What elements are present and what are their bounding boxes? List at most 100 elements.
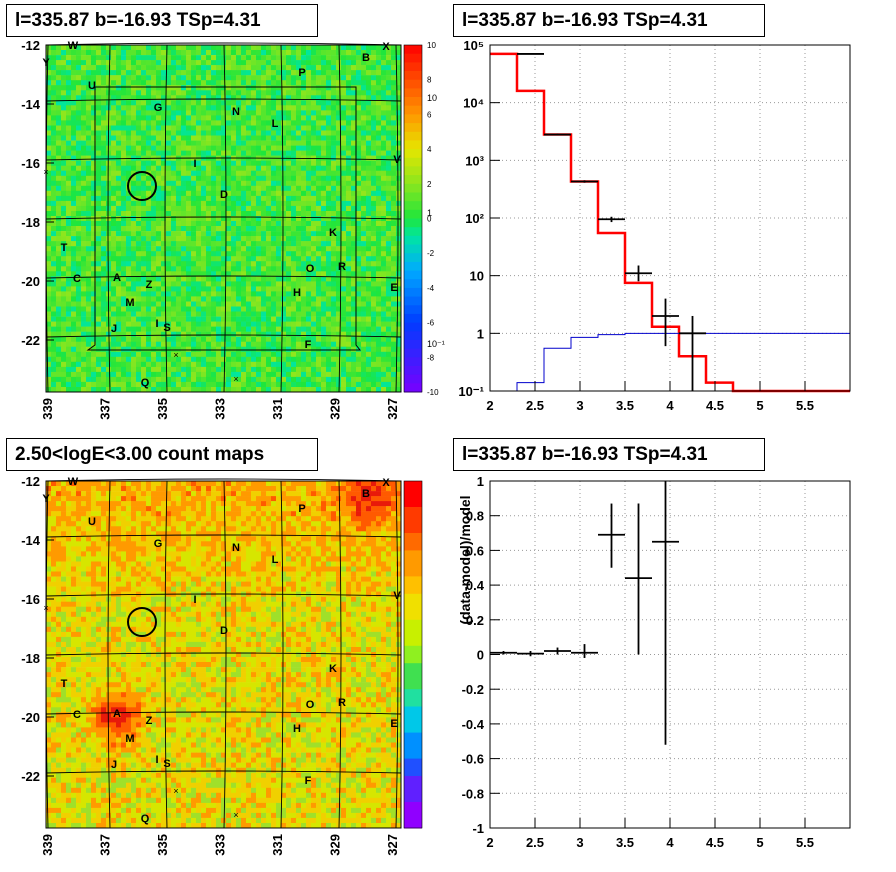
latitude-line [45, 534, 402, 538]
x-tick-label: 4.5 [706, 835, 724, 850]
x-tick-label: 327 [385, 398, 400, 420]
latitude-line [45, 770, 402, 774]
map-pixels [46, 481, 402, 829]
colorbar: 10 1 10⁻¹ [403, 93, 445, 829]
source-label: L [272, 118, 279, 130]
longitude-line [395, 44, 399, 393]
marker-x: × [233, 810, 238, 820]
y-tick-label: -0.6 [462, 752, 484, 767]
y-tick-label: 10³ [465, 153, 484, 168]
map-frame [45, 480, 402, 829]
source-circle [127, 171, 157, 201]
title-residual-map: l=335.87 b=-16.93 TSp=4.31 [6, 4, 318, 37]
latitude-line [45, 593, 402, 597]
x-tick-label: 329 [328, 398, 343, 420]
marker-x: × [43, 603, 48, 613]
longitude-line [223, 480, 227, 829]
source-label: K [329, 227, 337, 239]
source-label: M [125, 733, 134, 745]
source-label: T [61, 678, 68, 690]
y-tick-label: -14 [21, 97, 41, 112]
colorbar-tick: 0 [427, 215, 432, 224]
latitude-line [45, 157, 402, 161]
source-label: J [111, 759, 117, 771]
x-tick-label: 2.5 [526, 398, 544, 413]
map-pixels [46, 45, 402, 393]
x-tick-label: 4 [666, 835, 674, 850]
x-tick-label: 2 [486, 835, 493, 850]
marker-x: × [173, 350, 178, 360]
y-tick-label: 0.8 [466, 509, 484, 524]
x-tick-label: 4 [666, 398, 674, 413]
y-tick-label: -1 [472, 821, 484, 836]
source-label: D [220, 625, 228, 637]
data-points [490, 481, 679, 745]
source-label: M [125, 297, 134, 309]
x-tick-label: 4.5 [706, 398, 724, 413]
source-label: N [232, 106, 240, 118]
longitude-line [280, 480, 284, 829]
y-tick-label: 1 [477, 326, 484, 341]
roi-boundary [86, 86, 362, 351]
y-tick-label: -0.4 [462, 717, 485, 732]
y-tick-label: 0.2 [466, 613, 484, 628]
data-points [517, 53, 706, 391]
longitude-line [164, 44, 168, 393]
y-tick-label: -12 [21, 38, 40, 53]
source-label: P [298, 503, 305, 515]
source-label: O [306, 263, 315, 275]
colorbar-tick: 4 [427, 145, 432, 154]
source-label: H [293, 723, 301, 735]
source-label: E [390, 282, 397, 294]
coordinate-grid [45, 478, 402, 829]
y-tick-label: 10⁻¹ [458, 384, 484, 399]
source-label: C [73, 273, 81, 285]
source-label: V [393, 154, 401, 166]
source-label: W [68, 476, 79, 488]
source-label: X [382, 41, 390, 53]
marker-x: × [233, 374, 238, 384]
colorbar-tick: 2 [427, 180, 432, 189]
y-tick-label: -16 [21, 156, 40, 171]
x-tick-label: 3.5 [616, 835, 634, 850]
x-tick-label: 337 [98, 398, 113, 420]
longitude-line [280, 44, 284, 393]
longitude-line [164, 480, 168, 829]
longitude-line [107, 44, 111, 393]
x-tick-label: 2.5 [526, 835, 544, 850]
source-label: N [232, 542, 240, 554]
colorbar-tick: -6 [427, 319, 435, 328]
y-tick-label: 10⁴ [463, 96, 484, 111]
model-histogram [490, 52, 850, 393]
longitude-line [338, 480, 342, 829]
longitude-line [223, 44, 227, 393]
y-tick-label: -16 [21, 592, 40, 607]
source-label: K [329, 663, 337, 675]
y-tick-label: -14 [21, 533, 41, 548]
source-label: S [163, 322, 170, 334]
colorbar-tick: -10 [427, 388, 439, 397]
colorbar-tick: 10⁻¹ [427, 339, 445, 349]
colorbar-frame [403, 480, 423, 829]
source-label: S [163, 758, 170, 770]
source-label: W [68, 40, 79, 52]
x-tick-label: 333 [213, 834, 228, 856]
y-axis-label: (data-model)/model [457, 495, 473, 624]
title-count-map: 2.50<logE<3.00 count maps [6, 438, 318, 471]
x-tick-label: 3.5 [616, 398, 634, 413]
x-tick-label: 3 [576, 835, 583, 850]
longitude-line [107, 480, 111, 829]
y-tick-label: -0.8 [462, 786, 484, 801]
y-tick-label: 10 [470, 269, 484, 284]
x-tick-label: 339 [40, 398, 55, 420]
source-label: F [305, 339, 312, 351]
map-x-ticks: 339 337 335 333 331 329 327 [40, 834, 400, 856]
x-tick-label: 327 [385, 834, 400, 856]
y-tick-label: -22 [21, 333, 40, 348]
map-y-ticks: -12 -14 -16 -18 -20 -22 [21, 38, 54, 348]
source-label: I [155, 318, 158, 330]
